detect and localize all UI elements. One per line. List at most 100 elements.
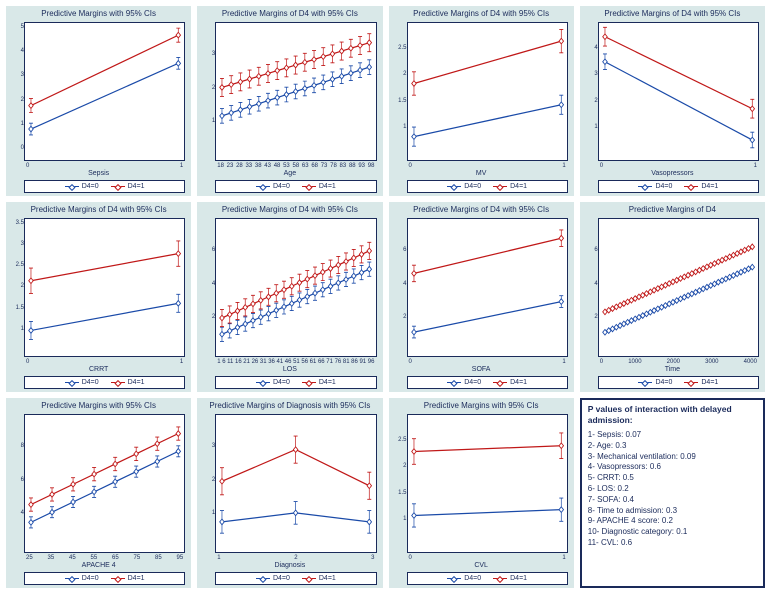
chart-panel: Predictive Margins of D4 with 95% CIsLin…	[197, 202, 382, 392]
chart-title: Predictive Margins with 95% CIs	[6, 398, 191, 412]
plot-area	[407, 414, 568, 553]
legend-mark-icon	[256, 382, 270, 383]
pvalue-row: 4- Vasopressors: 0.6	[588, 462, 757, 473]
legend-item: D4=0	[638, 379, 672, 386]
legend-item: D4=1	[111, 575, 145, 582]
legend-item: D4=1	[302, 183, 336, 190]
pvalue-row: 11- CVL: 0.6	[588, 538, 757, 549]
chart-panel: Predictive Margins with 95% CIsLinear Pr…	[6, 398, 191, 588]
legend-label: D4=1	[128, 379, 145, 386]
legend-item: D4=0	[256, 575, 290, 582]
chart-title: Predictive Margins of Diagnosis with 95%…	[197, 398, 382, 412]
plot-area	[407, 218, 568, 357]
legend-label: D4=1	[128, 183, 145, 190]
x-axis-label: SOFA	[389, 365, 574, 374]
legend-mark-icon	[111, 186, 125, 187]
pvalue-row: 5- CRRT: 0.5	[588, 473, 757, 484]
chart-title: Predictive Margins of D4	[580, 202, 765, 216]
x-axis-label: Time	[580, 365, 765, 374]
legend-item: D4=1	[493, 575, 527, 582]
legend-item: D4=0	[65, 575, 99, 582]
chart-panel: Predictive Margins of D4 with 95% CIsLin…	[389, 202, 574, 392]
legend-item: D4=0	[65, 379, 99, 386]
legend-label: D4=1	[128, 575, 145, 582]
legend-mark-icon	[65, 578, 79, 579]
legend-mark-icon	[638, 382, 652, 383]
legend-label: D4=0	[82, 575, 99, 582]
legend: D4=0 D4=1	[24, 572, 185, 585]
legend: D4=0 D4=1	[407, 376, 568, 389]
plot-area	[598, 218, 759, 357]
chart-title: Predictive Margins of D4 with 95% CIs	[389, 202, 574, 216]
y-ticks: 11.522.5	[397, 416, 407, 543]
legend-label: D4=1	[510, 183, 527, 190]
legend: D4=0D4=1	[215, 572, 376, 585]
legend: D4=0 D4=1	[598, 376, 759, 389]
legend-mark-icon	[493, 578, 507, 579]
x-axis-label: Diagnosis	[197, 561, 382, 570]
legend-item: D4=0	[447, 575, 481, 582]
chart-panel: Predictive Margins of D4 with 95% CIsLin…	[580, 6, 765, 196]
x-axis-label: APACHE 4	[6, 561, 191, 570]
legend-mark-icon	[302, 578, 316, 579]
legend-item: D4=0	[256, 183, 290, 190]
legend: D4=0 D4=1	[24, 376, 185, 389]
legend: D4=0 D4=1	[215, 180, 376, 193]
legend-item: D4=1	[302, 379, 336, 386]
x-axis-label: MV	[389, 169, 574, 178]
legend-item: D4=1	[493, 379, 527, 386]
chart-panel: Predictive Margins of D4 with 95% CIsLin…	[6, 202, 191, 392]
legend-label: D4=0	[82, 183, 99, 190]
y-ticks: 246	[397, 220, 407, 347]
legend-mark-icon	[111, 382, 125, 383]
legend-label: D4=1	[510, 575, 527, 582]
legend-label: D4=0	[464, 379, 481, 386]
legend: D4=0 D4=1	[598, 180, 759, 193]
y-ticks: 246	[588, 220, 598, 347]
legend-item: D4=0	[447, 379, 481, 386]
pvalue-row: 9- APACHE 4 score: 0.2	[588, 516, 757, 527]
plot-area	[24, 22, 185, 161]
legend-label: D4=0	[464, 183, 481, 190]
x-axis-label: Sepsis	[6, 169, 191, 178]
y-ticks: 11.522.533.5	[14, 220, 24, 347]
pvalue-row: 10- Diagnostic category: 0.1	[588, 527, 757, 538]
legend-label: D4=1	[701, 183, 718, 190]
chart-title: Predictive Margins with 95% CIs	[389, 398, 574, 412]
pvalue-row: 2- Age: 0.3	[588, 441, 757, 452]
legend: D4=0 D4=1	[215, 376, 376, 389]
chart-title: Predictive Margins of D4 with 95% CIs	[197, 6, 382, 20]
y-ticks: 123	[205, 24, 215, 151]
legend-mark-icon	[447, 578, 461, 579]
chart-title: Predictive Margins of D4 with 95% CIs	[197, 202, 382, 216]
chart-title: Predictive Margins of D4 with 95% CIs	[580, 6, 765, 20]
plot-area	[24, 414, 185, 553]
legend-label: D4=0	[655, 379, 672, 386]
legend-label: D4=0	[273, 379, 290, 386]
legend-item: D4=0	[447, 183, 481, 190]
legend-label: D4=1	[701, 379, 718, 386]
y-ticks: 012345	[14, 24, 24, 151]
legend-mark-icon	[447, 382, 461, 383]
y-ticks: 123	[205, 416, 215, 543]
legend-item: D4=0	[638, 183, 672, 190]
pvalue-row: 8- Time to admission: 0.3	[588, 506, 757, 517]
x-axis-label: CVL	[389, 561, 574, 570]
legend-mark-icon	[447, 186, 461, 187]
legend-item: D4=1	[111, 183, 145, 190]
legend-item: D4=0	[65, 183, 99, 190]
legend-label: D4=0	[273, 183, 290, 190]
pvalue-row: 7- SOFA: 0.4	[588, 495, 757, 506]
pvalues-panel: P values of interaction with delayed adm…	[580, 398, 765, 588]
legend-mark-icon	[302, 382, 316, 383]
legend-mark-icon	[65, 382, 79, 383]
plot-area	[24, 218, 185, 357]
plot-area	[215, 22, 376, 161]
chart-panel: Predictive Margins with 95% CIsLinear Pr…	[389, 398, 574, 588]
legend: D4=0 D4=1	[24, 180, 185, 193]
plot-area	[215, 218, 376, 357]
chart-title: Predictive Margins of D4 with 95% CIs	[389, 6, 574, 20]
legend-mark-icon	[684, 186, 698, 187]
legend-item: D4=1	[493, 183, 527, 190]
chart-grid: Predictive Margins with 95% CIsLinear Pr…	[6, 6, 765, 588]
